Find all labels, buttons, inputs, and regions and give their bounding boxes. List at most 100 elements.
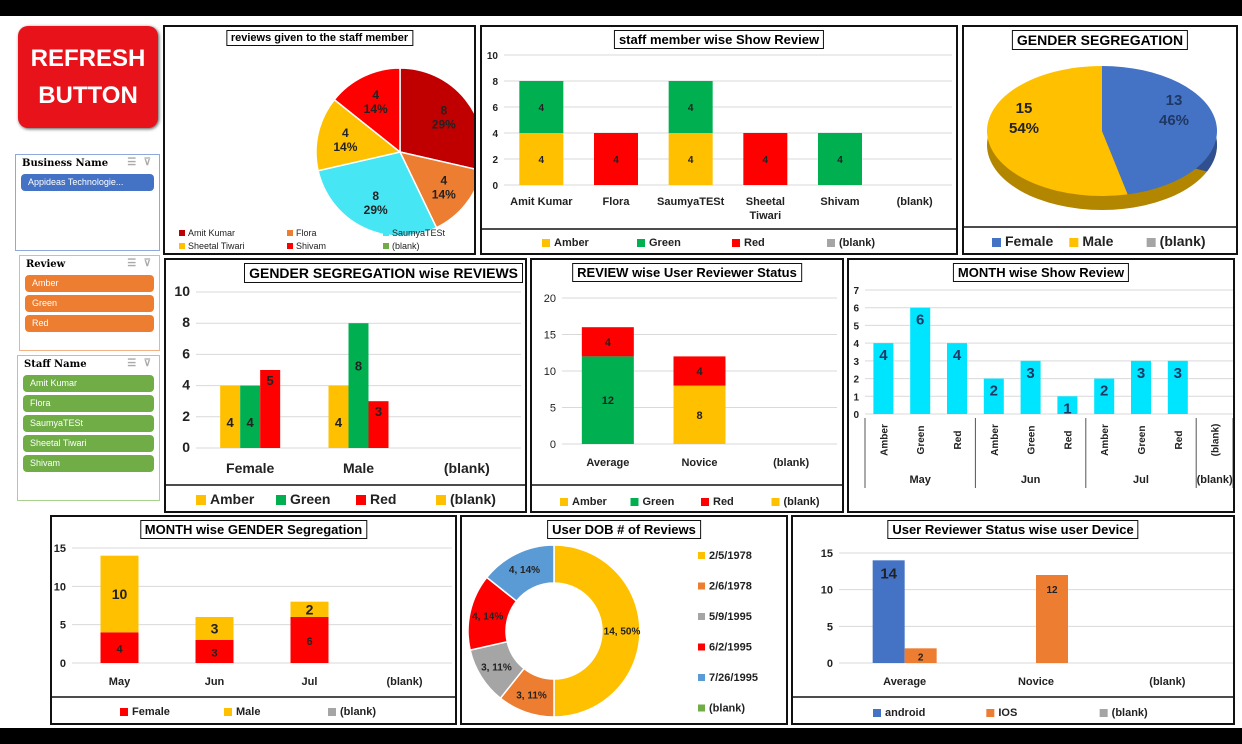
slicer-item-sheetal-tiwari[interactable]: Sheetal Tiwari xyxy=(23,435,154,452)
slicer-item-amit-kumar[interactable]: Amit Kumar xyxy=(23,375,154,392)
legend-swatch-red xyxy=(356,495,366,505)
legend-label-blank: (blank) xyxy=(1112,707,1148,719)
slicer-item-shivam[interactable]: Shivam xyxy=(23,455,154,472)
x-tick-label: Sheetal xyxy=(746,196,785,208)
legend-label-ios: IOS xyxy=(998,707,1017,719)
data-label: 4 xyxy=(688,155,694,166)
legend-label-red: Red xyxy=(370,491,396,507)
bar-red-sheetal-tiwari xyxy=(743,133,788,185)
data-label: 4 xyxy=(879,347,888,364)
bar-green-shivam xyxy=(818,133,862,185)
data-label-amit-kumar: 8 xyxy=(440,104,447,118)
panel-status-device: User Reviewer Status wise user Device 0 5… xyxy=(791,515,1235,725)
legend-swatch-red xyxy=(701,498,709,506)
x-tick-label: Red xyxy=(953,431,964,450)
data-label: 2 xyxy=(918,652,924,663)
slicer-title: Review xyxy=(26,259,66,270)
bar-male-may xyxy=(100,555,139,633)
legend-label-female: Female xyxy=(1005,233,1053,249)
panel-dob: User DOB # of Reviews 14, 50% 3, 11% 3, 11… xyxy=(460,515,788,725)
legend-label-male: Male xyxy=(1082,233,1113,249)
panel-month-review: MONTH wise Show Review 0 1 2 3 4 5 6 7 4 Amber 6 Gr… xyxy=(847,258,1235,513)
x-tick-label: Jul xyxy=(302,676,318,688)
x-tick-label: Red xyxy=(1174,431,1185,450)
legend-label-shivam: Shivam xyxy=(296,241,326,251)
data-label: 4 xyxy=(539,155,545,166)
filter-clear-icon[interactable]: ☰ ⊽ xyxy=(127,157,153,168)
legend-swatch-male xyxy=(1069,238,1079,247)
business-name-slicer: Business Name ☰ ⊽ Appideas Technologie... xyxy=(15,154,160,251)
y-tick-label: 6 xyxy=(492,103,498,114)
y-tick-label: 0 xyxy=(853,410,859,421)
legend-label-red: Red xyxy=(744,237,765,249)
legend-label-amber: Amber xyxy=(572,496,608,508)
bar-green-male xyxy=(348,323,369,448)
legend-label-7-26-1995: 7/26/1995 xyxy=(709,672,758,684)
slicer-item-green[interactable]: Green xyxy=(25,295,154,312)
bar-green-average xyxy=(581,356,634,444)
month-gender-bar-chart: 0 5 10 15 4 10 May 3 3 Jun 6 2 Jul (blank) Female Male (… xyxy=(52,543,455,718)
slicer-item-red[interactable]: Red xyxy=(25,315,154,332)
legend-label-6-2-1995: 6/2/1995 xyxy=(709,642,752,654)
data-label: 3 xyxy=(1026,365,1034,382)
filter-clear-icon[interactable]: ☰ ⊽ xyxy=(127,358,153,369)
slicer-item-amber[interactable]: Amber xyxy=(25,275,154,292)
y-tick-label: 6 xyxy=(182,345,190,361)
refresh-line2: BUTTON xyxy=(38,82,138,109)
legend-swatch-saumyatest xyxy=(383,230,389,236)
bar-red-novice xyxy=(673,356,726,386)
data-label: 4 xyxy=(613,155,619,166)
x-tick-label: Jun xyxy=(205,676,225,688)
bar-amber-female xyxy=(220,385,241,448)
slicer-item-appideas-technologie[interactable]: Appideas Technologie... xyxy=(21,174,154,191)
data-label: 4 xyxy=(539,103,545,114)
slicer-header: Review ☰ ⊽ xyxy=(20,256,159,272)
pie-slice-7-26-1995 xyxy=(485,544,555,603)
pie-slice-2-5-1978 xyxy=(553,544,641,718)
y-tick-label: 0 xyxy=(827,658,833,670)
x-group-label: May xyxy=(909,474,931,486)
data-label: 5 xyxy=(267,373,274,388)
bottom-bar xyxy=(0,728,1242,744)
bar-amber-novice xyxy=(673,385,726,444)
bar-amber-3 xyxy=(983,378,1004,414)
bar-female-may xyxy=(100,632,139,663)
data-label: 10 xyxy=(112,586,128,602)
data-label-sheetal-tiwari: 14% xyxy=(333,140,357,154)
legend-swatch-android xyxy=(873,709,881,717)
x-tick-label: Green xyxy=(1137,426,1148,455)
x-group-label: (blank) xyxy=(1197,474,1233,486)
refresh-button[interactable]: REFRESH BUTTON xyxy=(18,26,158,128)
panel-gender-reviews: GENDER SEGREGATION wise REVIEWS 0 2 4 6 8 10 4… xyxy=(164,258,527,513)
y-tick-label: 7 xyxy=(853,286,859,297)
data-label-7-26-1995: 4, 14% xyxy=(509,565,540,576)
bar-ios-average xyxy=(904,648,937,663)
x-tick-label: May xyxy=(109,676,131,688)
bar-green-amit-kumar xyxy=(519,81,564,133)
x-tick-label: Amit Kumar xyxy=(510,196,573,208)
data-label: 4 xyxy=(605,337,612,349)
filter-clear-icon[interactable]: ☰ ⊽ xyxy=(127,258,153,269)
bar-male-jul xyxy=(290,601,329,617)
data-label: 6 xyxy=(306,636,312,648)
data-label: 4 xyxy=(763,155,769,166)
y-tick-label: 4 xyxy=(492,129,498,140)
legend-label-male: Male xyxy=(236,706,260,718)
y-tick-label: 0 xyxy=(182,439,190,455)
legend-swatch-flora xyxy=(287,230,293,236)
chart-title: User Reviewer Status wise user Device xyxy=(887,520,1139,539)
data-label-6-2-1995: 4, 14% xyxy=(472,611,503,622)
legend-swatch-amber xyxy=(196,495,206,505)
panel-month-gender: MONTH wise GENDER Segregation 0 5 10 15 4 10 M… xyxy=(50,515,457,725)
slicer-item-saumyatest[interactable]: SaumyaTESt xyxy=(23,415,154,432)
bar-green-4 xyxy=(1020,360,1041,414)
x-tick-label: Novice xyxy=(1018,676,1054,688)
dob-donut-chart: 14, 50% 3, 11% 3, 11% 4, 14% 4, 14% 2/5/1978 2… xyxy=(467,544,758,718)
legend-swatch-green xyxy=(637,239,645,247)
data-label: 3 xyxy=(211,648,217,660)
legend-label-2-5-1978: 2/5/1978 xyxy=(709,550,752,562)
chart-title: GENDER SEGREGATION wise REVIEWS xyxy=(244,263,523,283)
y-tick-label: 5 xyxy=(550,403,556,415)
legend-swatch-ios xyxy=(986,709,995,717)
slicer-item-flora[interactable]: Flora xyxy=(23,395,154,412)
